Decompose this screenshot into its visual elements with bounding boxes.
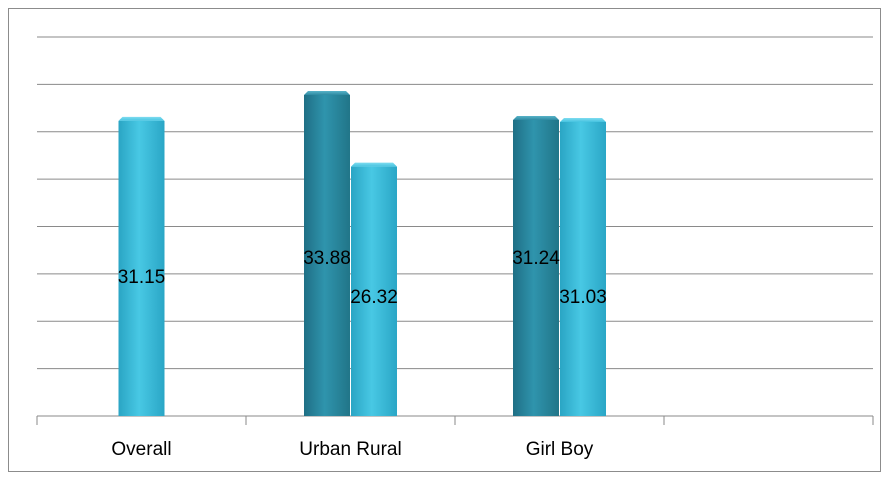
category-label: Overall bbox=[111, 439, 171, 460]
bar-top bbox=[351, 162, 397, 167]
bar-body bbox=[304, 94, 350, 416]
bar-body bbox=[513, 120, 559, 416]
data-label: 31.15 bbox=[118, 267, 166, 288]
gridlines bbox=[37, 36, 873, 370]
bar-body bbox=[118, 120, 165, 416]
x-axis bbox=[36, 415, 874, 425]
bar-urban-rural-1 bbox=[351, 162, 397, 416]
data-label: 33.88 bbox=[303, 248, 351, 269]
bars bbox=[118, 90, 606, 416]
bar-top bbox=[118, 116, 165, 121]
bar-top bbox=[513, 116, 559, 121]
data-label: 31.03 bbox=[559, 287, 607, 308]
bar-top bbox=[304, 90, 350, 95]
bar-body bbox=[351, 166, 397, 416]
category-label: Girl Boy bbox=[526, 439, 594, 460]
bar-urban-rural-0 bbox=[304, 90, 350, 416]
bar-overall-0 bbox=[118, 116, 165, 416]
data-label: 31.24 bbox=[512, 248, 560, 269]
bar-girl-boy-0 bbox=[513, 116, 559, 416]
category-label: Urban Rural bbox=[299, 439, 401, 460]
data-label: 26.32 bbox=[350, 287, 398, 308]
bar-girl-boy-1 bbox=[560, 117, 606, 416]
category-labels: Overall Urban Rural Girl Boy bbox=[111, 439, 593, 460]
data-labels: 31.15 33.88 26.32 31.24 31.03 bbox=[118, 248, 607, 308]
bar-top bbox=[560, 117, 606, 122]
bar-body bbox=[560, 121, 606, 416]
